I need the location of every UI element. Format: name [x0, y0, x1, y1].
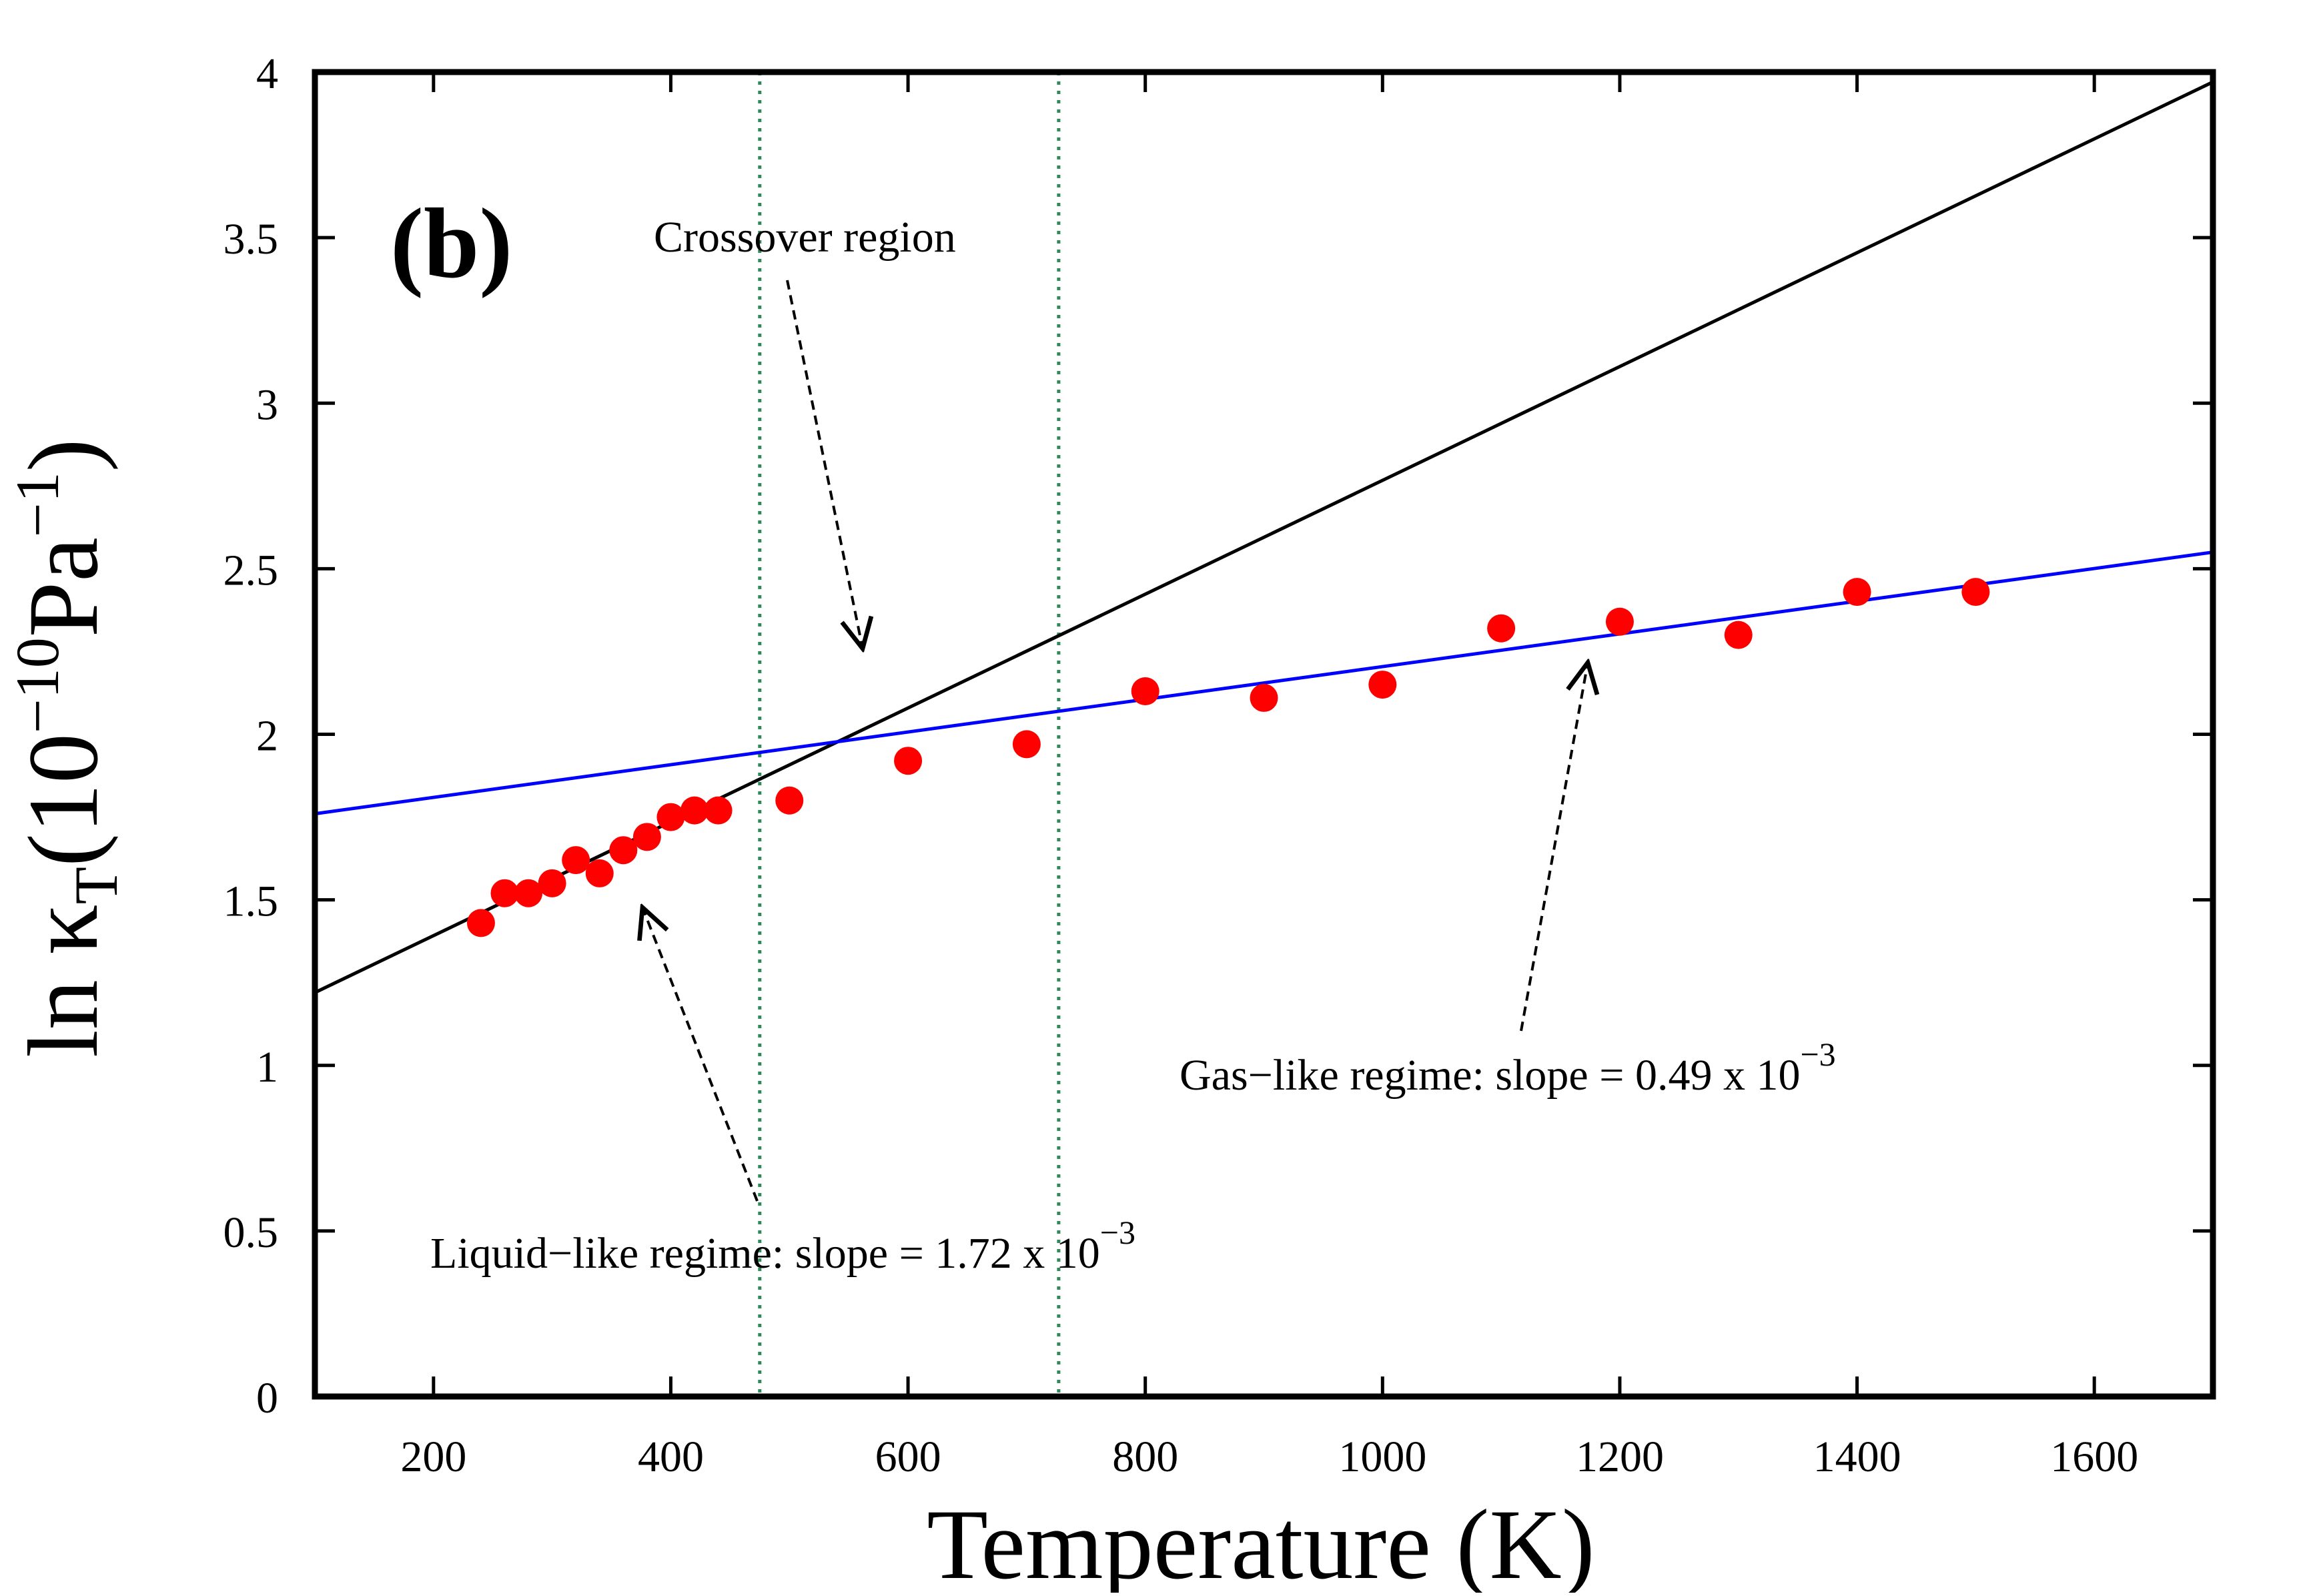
y-axis-title: ln κT(10−10Pa−1) [3, 438, 130, 1058]
y-axis-title-exponent-2: −1 [3, 472, 71, 537]
panel-label: (b) [390, 188, 512, 299]
data-point [894, 747, 923, 775]
y-tick-label: 2.5 [223, 546, 279, 594]
y-tick-label: 4 [256, 49, 278, 98]
liquid-like-annotation: Liquid−like regime: slope = 1.72 x 10−3 [430, 1214, 1135, 1278]
data-point [466, 909, 495, 937]
x-tick-label: 1000 [1338, 1433, 1426, 1481]
y-tick-label: 3.5 [223, 215, 279, 264]
y-tick-labels: 0 0.5 1 1.5 2 2.5 3 3.5 4 [223, 49, 279, 1423]
data-point [632, 823, 661, 851]
x-tick-label: 200 [400, 1433, 466, 1481]
gas-like-annotation-exponent: −3 [1800, 1036, 1835, 1073]
x-tick-label: 400 [638, 1433, 704, 1481]
y-axis-title-unit: Pa [8, 537, 119, 637]
y-tick-label: 1 [256, 1043, 278, 1092]
crossover-boundary-lines [758, 72, 1061, 1396]
axis-ticks [315, 70, 2213, 1399]
data-points [466, 578, 1990, 937]
data-point [775, 786, 804, 815]
y-axis-title-exponent-1: −10 [3, 637, 71, 733]
fit-lines [314, 80, 2214, 994]
liquid-arrow [642, 907, 759, 1202]
data-point [656, 803, 685, 831]
data-point [704, 796, 733, 825]
plot-frame [312, 69, 2216, 1400]
data-point [1250, 683, 1278, 712]
liquid-like-annotation-exponent: −3 [1100, 1214, 1135, 1251]
data-point [1368, 671, 1397, 699]
y-tick-label: 0 [256, 1374, 278, 1423]
crossover-annotation: Crossover region [654, 213, 956, 262]
x-tick-label: 1600 [2050, 1433, 2138, 1481]
y-tick-label: 2 [256, 712, 278, 761]
x-tick-label: 600 [875, 1433, 941, 1481]
gas-like-annotation: Gas−like regime: slope = 0.49 x 10−3 [1180, 1036, 1836, 1100]
data-point [609, 836, 638, 865]
data-point [1843, 578, 1871, 607]
liquid-like-fit-line [314, 80, 2214, 994]
x-tick-label: 1200 [1576, 1433, 1664, 1481]
data-point [1605, 607, 1634, 636]
data-point [1012, 730, 1041, 759]
x-tick-label: 1400 [1813, 1433, 1901, 1481]
crossover-arrow [786, 280, 863, 649]
data-point [1131, 677, 1160, 705]
y-axis-title-close: ) [8, 438, 119, 472]
data-point [585, 859, 614, 887]
y-axis-title-open: (10 [8, 733, 119, 867]
y-axis-title-prefix: ln κ [8, 904, 119, 1058]
y-tick-label: 3 [256, 380, 278, 429]
x-axis-title: Temperature (K) [927, 1489, 1594, 1593]
y-tick-label: 0.5 [223, 1208, 279, 1257]
y-axis-title-subscript: T [62, 867, 130, 904]
x-tick-labels: 200 400 600 800 1000 1200 1400 1600 [400, 1433, 2138, 1481]
gas-like-fit-line [314, 550, 2214, 816]
gas-like-annotation-text: Gas−like regime: slope = 0.49 x 10 [1180, 1051, 1800, 1100]
data-point [1724, 621, 1753, 649]
x-tick-label: 800 [1112, 1433, 1178, 1481]
gas-arrow [1520, 663, 1588, 1032]
data-point [490, 879, 519, 907]
data-point [538, 869, 566, 897]
data-point [514, 879, 543, 907]
data-point [680, 796, 709, 825]
data-point [1961, 578, 1990, 607]
y-tick-label: 1.5 [223, 877, 279, 926]
liquid-like-annotation-text: Liquid−like regime: slope = 1.72 x 10 [430, 1229, 1100, 1278]
data-point [1487, 614, 1516, 643]
data-point [562, 846, 590, 875]
